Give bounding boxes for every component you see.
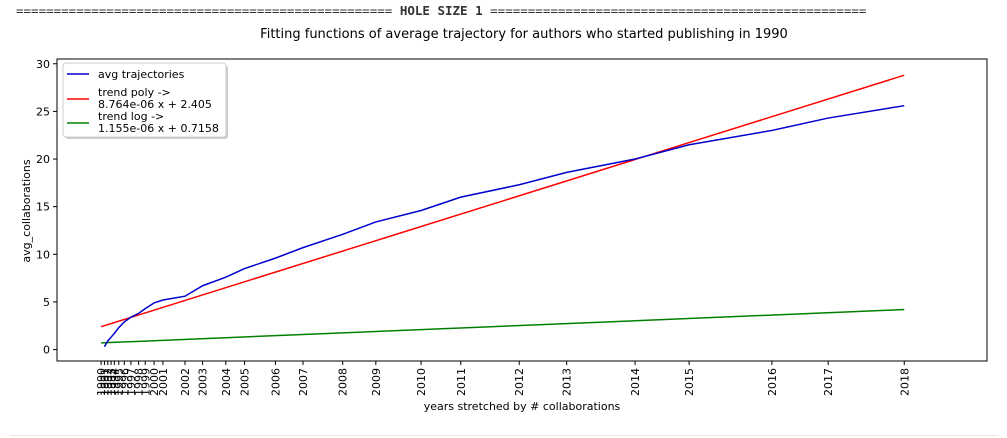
x-tick-label: 2007 — [297, 368, 310, 396]
x-tick-label: 1996 — [118, 368, 131, 396]
legend-box — [62, 62, 227, 138]
x-tick-label: 2001 — [157, 368, 170, 396]
x-tick-label: 2006 — [269, 368, 282, 396]
trend-poly-line — [100, 74, 905, 328]
x-tick-label: 2017 — [822, 368, 835, 396]
x-tick-label: 1995 — [113, 368, 126, 396]
cell-banner: ========================================… — [0, 3, 1007, 18]
banner-right-rule: ========================================… — [490, 3, 867, 18]
x-tick-label: 2018 — [898, 368, 911, 396]
plot-area: 0 5 10 15 20 25 30 1990199119921993199419951996… — [36, 58, 988, 396]
x-tick-label: 1993 — [105, 368, 118, 396]
x-tick-label: 1998 — [133, 368, 146, 396]
x-tick-label: 1992 — [102, 368, 115, 396]
banner-left-rule: ========================================… — [16, 3, 393, 18]
x-axis-label: years stretched by # collaborations — [424, 400, 621, 413]
x-tick-label: 1991 — [98, 368, 111, 396]
legend-entry-avg-label: avg trajectories — [98, 68, 185, 81]
legend-entry-trend-log-formula: 1.155e-06 x + 0.7158 — [98, 122, 219, 135]
banner-title: HOLE SIZE 1 — [399, 3, 483, 18]
x-tick-label: 1994 — [108, 368, 121, 396]
legend-entry-trend-log-label: trend log -> — [98, 110, 164, 123]
y-tick-label: 0 — [43, 344, 50, 357]
avg-trajectories-line — [103, 104, 905, 348]
x-tick-label: 2012 — [513, 368, 526, 396]
x-tick-label: 2008 — [337, 368, 350, 396]
y-tick-label: 10 — [36, 248, 50, 261]
y-axis-label: avg_collaborations — [20, 159, 33, 262]
x-tick-label: 2000 — [148, 368, 161, 396]
x-tick-label: 2014 — [629, 368, 642, 396]
y-tick-label: 15 — [36, 201, 50, 214]
plot-frame — [56, 58, 988, 362]
x-tick-label: 1997 — [125, 368, 138, 396]
line-chart: Fitting functions of average trajectory … — [20, 27, 988, 413]
chart-title: Fitting functions of average trajectory … — [260, 27, 788, 42]
x-tick-label: 2011 — [455, 368, 468, 396]
x-tick-label: 2009 — [370, 368, 383, 396]
x-tick-label: 2004 — [220, 368, 233, 396]
x-tick-label: 2016 — [766, 368, 779, 396]
x-tick-label: 2010 — [415, 368, 428, 396]
y-tick-label: 30 — [36, 58, 50, 71]
y-tick-label: 20 — [36, 153, 50, 166]
legend-entry-trend-poly-label: trend poly -> — [98, 86, 171, 99]
trend-log-line — [101, 308, 905, 344]
y-tick-label: 5 — [43, 296, 50, 309]
y-tick-label: 25 — [36, 105, 50, 118]
x-tick-label: 1999 — [139, 368, 152, 396]
x-tick-label: 2015 — [683, 368, 696, 396]
x-tick-label: 2005 — [239, 368, 252, 396]
x-tick-label: 1990 — [95, 368, 108, 396]
cell-divider — [10, 435, 997, 436]
legend-entry-trend-poly-formula: 8.764e-06 x + 2.405 — [98, 98, 212, 111]
x-tick-label: 2013 — [561, 368, 574, 396]
x-tick-label: 2002 — [179, 368, 192, 396]
x-tick-label: 2003 — [197, 368, 210, 396]
